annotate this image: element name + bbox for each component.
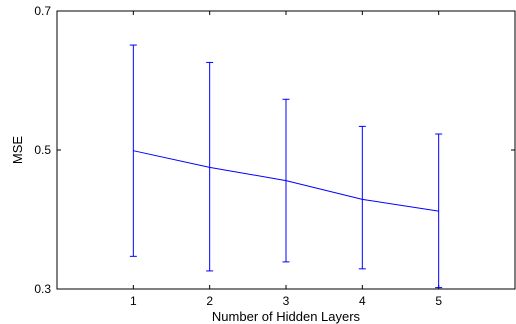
- x-tick-label: 2: [206, 294, 213, 308]
- series-layer: [129, 44, 443, 289]
- ticks: 1 2 3 4 5 0.3 0.5 0.7: [34, 4, 515, 308]
- x-axis-label: Number of Hidden Layers: [212, 309, 361, 324]
- y-tick-label: 0.5: [34, 143, 51, 157]
- x-tick-label: 3: [283, 294, 290, 308]
- x-tick-label: 1: [130, 294, 137, 308]
- x-tick-label: 4: [359, 294, 366, 308]
- y-axis-label: MSE: [10, 136, 25, 165]
- y-tick-label: 0.3: [34, 282, 51, 296]
- x-tick-label: 5: [435, 294, 442, 308]
- y-tick-label: 0.7: [34, 4, 51, 18]
